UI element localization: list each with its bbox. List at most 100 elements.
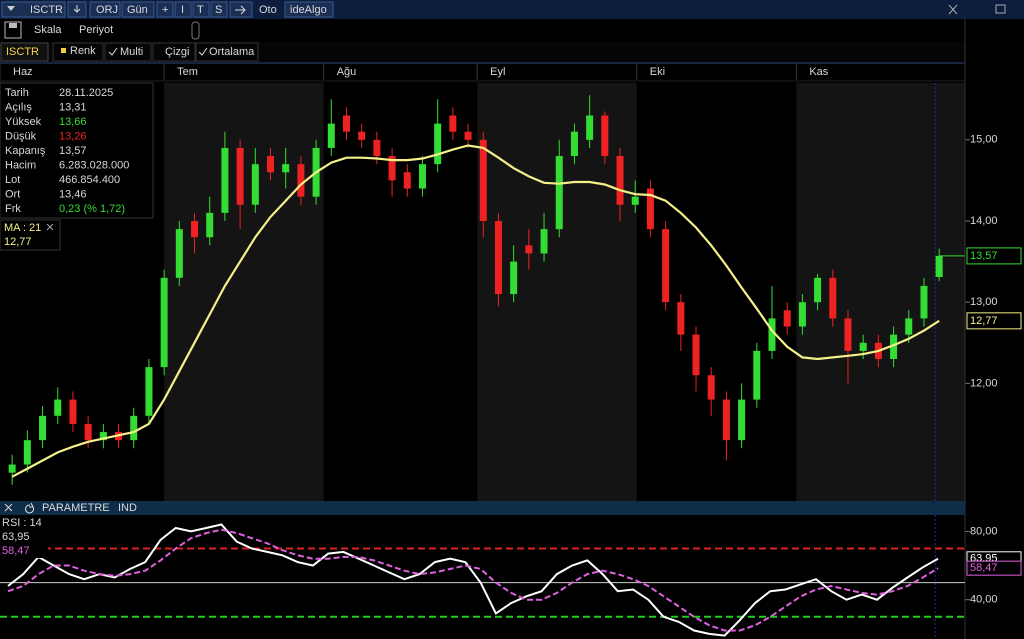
month-band <box>796 83 965 501</box>
info-label: Açılış <box>5 101 32 113</box>
candle-body <box>282 164 290 173</box>
info-label: Yüksek <box>5 116 42 128</box>
candle-body <box>798 302 806 327</box>
x-tick-label: Haz <box>13 66 33 78</box>
toolbar-item[interactable]: ORJ <box>96 4 118 16</box>
candle-body <box>601 115 609 157</box>
forward-icon <box>235 5 246 15</box>
tab[interactable] <box>0 42 49 62</box>
rsi-box <box>0 516 48 558</box>
toolbar-item[interactable]: S <box>215 4 222 16</box>
toolbar <box>0 0 1024 19</box>
save-icon[interactable] <box>4 21 22 39</box>
price-chart: Haz Tem Ağu Eyl Eki Kas 12,00 13,00 14,00 15,00 13… <box>0 64 1022 639</box>
tab[interactable] <box>104 42 152 62</box>
info-rows: Tarih 28.11.2025 Açılış 13,31 Yüksek 13,66 Düş… <box>5 87 129 215</box>
candle-body <box>221 147 229 213</box>
candle-body <box>175 229 183 278</box>
y-tick-label: 14,00 <box>970 215 998 227</box>
candle-body <box>449 115 457 132</box>
info-value: 13,26 <box>59 130 87 142</box>
candle-body <box>494 221 502 295</box>
toolbar-button[interactable] <box>156 1 174 18</box>
tab-item[interactable]: Multi <box>120 46 143 58</box>
menu-item[interactable]: Periyot <box>79 24 113 36</box>
close-icon[interactable] <box>948 4 958 15</box>
menu-item[interactable]: Skala <box>34 24 62 36</box>
y-tick-label: 80,00 <box>970 525 998 537</box>
candle-body <box>616 156 624 205</box>
tab-symbol[interactable]: ISCTR <box>6 46 39 58</box>
candle-body <box>23 440 31 465</box>
candle-body <box>297 164 305 197</box>
toolbar-button[interactable] <box>121 1 155 18</box>
tab[interactable] <box>52 42 104 62</box>
tab-item[interactable]: Çizgi <box>165 46 189 58</box>
symbol[interactable]: ISCTR <box>30 4 63 16</box>
symbol-dropdown-icon <box>7 6 15 11</box>
toolbar-item[interactable]: T <box>197 4 204 16</box>
candle-body <box>570 131 578 157</box>
refresh-icon[interactable] <box>25 502 34 514</box>
x-tick-label: Eki <box>650 66 665 78</box>
slider[interactable] <box>191 21 200 40</box>
toolbar-item[interactable]: I <box>181 4 184 16</box>
rsi-chart: 40,00 80,00 63,95 58,47 <box>0 523 1022 637</box>
candle-body <box>236 147 244 205</box>
price-tag <box>966 247 1022 265</box>
toolbar-button[interactable] <box>174 1 192 18</box>
candle-body <box>69 399 77 424</box>
info-label: Düşük <box>5 130 37 142</box>
info-panel <box>0 82 154 219</box>
candle-body <box>905 318 913 335</box>
info-value: 13,57 <box>59 145 87 157</box>
tab-item[interactable]: Renk <box>70 45 96 57</box>
toolbar-button[interactable] <box>210 1 228 18</box>
tab-item[interactable]: Ortalama <box>209 46 255 58</box>
toolbar-item[interactable]: Oto <box>259 4 277 16</box>
candle-body <box>479 139 487 221</box>
candle-body <box>707 375 715 400</box>
toolbar-button[interactable] <box>284 1 334 18</box>
ma-close-icon[interactable] <box>46 223 54 231</box>
symbol-button[interactable] <box>1 1 66 18</box>
info-value: 13,31 <box>59 101 87 113</box>
rsi-line <box>7 523 939 637</box>
panel-title[interactable]: PARAMETRE <box>42 502 110 514</box>
month-band <box>477 83 637 501</box>
price-tag-label: 13,57 <box>970 250 998 262</box>
tab[interactable] <box>195 42 259 62</box>
candle-body <box>39 415 47 441</box>
candle-body <box>677 302 685 335</box>
save-icon-part <box>9 23 17 28</box>
panel-close-icon[interactable] <box>4 503 13 512</box>
y-tick-label: 13,00 <box>970 296 998 308</box>
tab[interactable] <box>152 42 196 62</box>
value-tag <box>966 560 1022 576</box>
info-label: Frk <box>5 203 21 215</box>
panel-tab[interactable]: IND <box>118 502 137 514</box>
x-tick-label: Kas <box>809 66 828 78</box>
candle-body <box>191 221 199 238</box>
candle-body <box>783 310 791 327</box>
toolbar-item[interactable]: Gün <box>127 4 148 16</box>
info-value: 13,46 <box>59 188 87 200</box>
rsi-ma-value: 58,47 <box>2 545 30 557</box>
candle-body <box>814 277 822 303</box>
toolbar-item[interactable]: ideAlgo <box>290 4 327 16</box>
toolbar-button[interactable] <box>89 1 121 18</box>
candle-body <box>327 123 335 148</box>
tab-bar <box>0 42 965 62</box>
candle-body <box>84 423 92 441</box>
ma-line <box>11 144 940 478</box>
ma-box <box>0 219 61 251</box>
toolbar-button[interactable] <box>192 1 210 18</box>
maximize-icon[interactable] <box>995 4 1006 14</box>
info-label: Tarih <box>5 87 29 99</box>
info-label: Hacim <box>5 159 36 171</box>
info-value: 466.854.400 <box>59 174 120 186</box>
toolbar-item[interactable]: + <box>162 4 168 16</box>
value-tag-label: 58,47 <box>970 562 998 574</box>
